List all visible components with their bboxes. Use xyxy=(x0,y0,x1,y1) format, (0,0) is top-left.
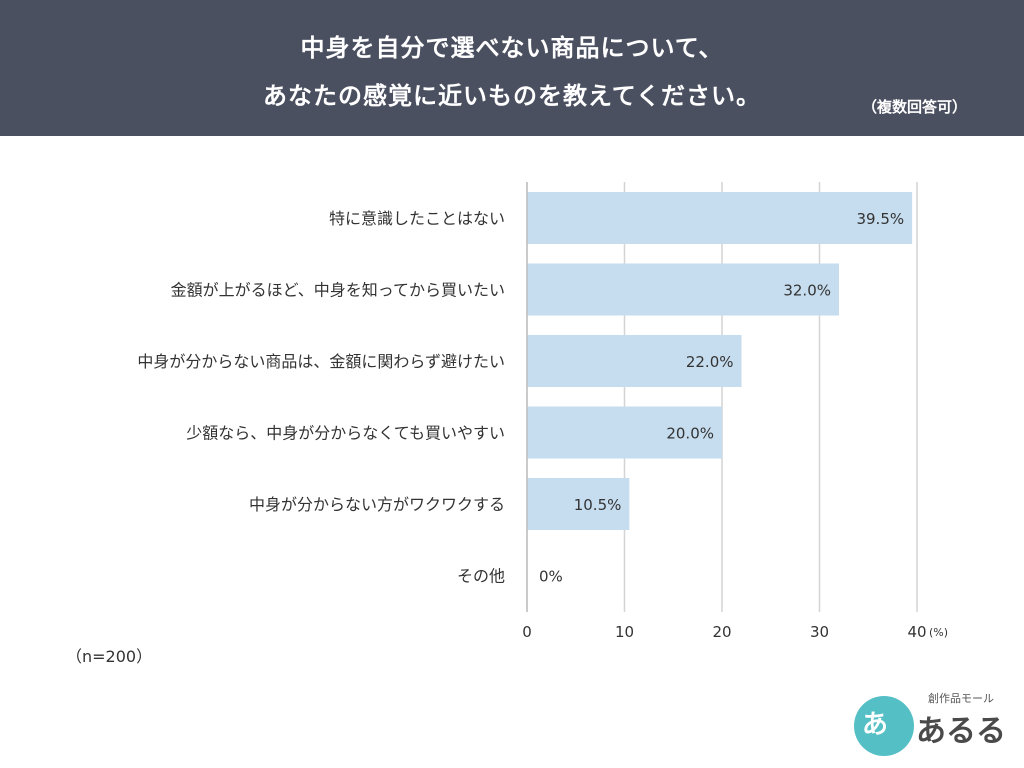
category-label: その他 xyxy=(457,567,505,586)
logo-glyph: あ xyxy=(862,710,889,740)
value-label: 32.0% xyxy=(783,282,831,300)
bar xyxy=(527,478,630,530)
value-label: 10.5% xyxy=(574,496,622,514)
brand-logo: あ 創作品モール あるる xyxy=(850,688,1020,760)
value-label: 22.0% xyxy=(686,353,734,371)
rabbit-logo-icon xyxy=(854,696,914,756)
category-label: 中身が分からない商品は、金額に関わらず避けたい xyxy=(137,352,505,371)
logo-subtitle: 創作品モール xyxy=(928,692,994,705)
multiple-answer-note: （複数回答可） xyxy=(862,98,968,116)
title-banner: 中身を自分で選べない商品について、 あなたの感覚に近いものを教えてください。 （… xyxy=(0,0,1024,136)
category-label: 中身が分からない方がワクワクする xyxy=(249,495,505,514)
x-tick-label: 10 xyxy=(615,623,634,641)
category-label: 特に意識したことはない xyxy=(329,209,505,228)
x-tick-label: 0 xyxy=(522,623,532,641)
bar xyxy=(527,335,742,387)
category-label: 金額が上がるほど、中身を知ってから買いたい xyxy=(171,281,505,300)
x-unit-label: (%) xyxy=(929,626,948,639)
category-label: 少額なら、中身が分からなくても買いやすい xyxy=(186,424,505,443)
value-label: 39.5% xyxy=(856,210,904,228)
bar xyxy=(527,263,839,316)
value-label: 20.0% xyxy=(666,425,714,443)
x-tick-label: 30 xyxy=(810,623,829,641)
sample-size: （n=200） xyxy=(66,647,153,666)
x-tick-label: 20 xyxy=(712,623,731,641)
x-tick-label: 40 xyxy=(907,623,926,641)
logo-wordmark: あるる xyxy=(916,714,1006,749)
title-line-2: あなたの感覚に近いものを教えてください。 xyxy=(262,82,762,110)
value-label: 0% xyxy=(539,568,563,586)
title-line-1: 中身を自分で選べない商品について、 xyxy=(300,34,724,62)
bar xyxy=(527,192,913,244)
bar xyxy=(527,406,722,459)
